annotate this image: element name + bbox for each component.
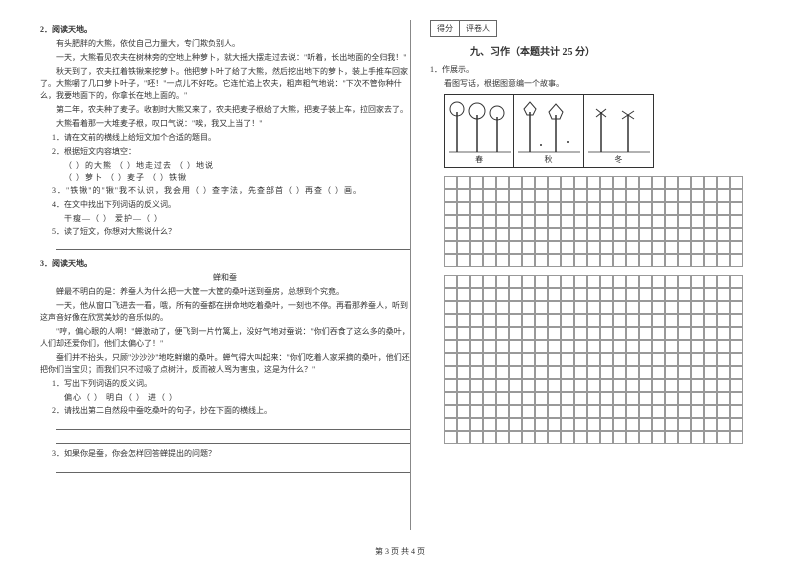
picture-winter: 冬: [584, 95, 653, 167]
q2-sub5: 5．读了短文，你想对大熊说什么？: [52, 226, 410, 239]
q2-sub3: 3．"铁锹"的"锹"我不认识，我会用（ ）查字法，先查部首（ ）再查（ ）画。: [52, 185, 410, 198]
q3-p2: 一天，他从窗口飞进去一看，哦，所有的蚕都在拼命地吃着桑叶，一刻也不停。再看那养蚕…: [40, 300, 410, 324]
marker-label: 评卷人: [460, 20, 497, 37]
q3-sub1: 1．写出下列词语的反义词。: [52, 378, 410, 391]
q3-sub2: 2．请找出第二自然段中蚕吃桑叶的句子，抄在下面的横线上。: [52, 405, 410, 418]
q1-label: 1．作展示。: [430, 64, 760, 76]
q3-number: 3．阅读天地。: [40, 258, 410, 269]
q3-p3: "哼，偏心眼的人啊！"蝉激动了，便飞到一片竹篱上，没好气地对蚕说："你们吞食了这…: [40, 326, 410, 350]
picture-autumn: 秋: [514, 95, 583, 167]
score-box: 得分 评卷人: [430, 20, 760, 37]
q2-sub4: 4．在文中找出下列词语的反义词。: [52, 199, 410, 212]
q3-sub1a: 偏心（ ） 明白（ ） 进（ ）: [64, 392, 410, 405]
q3-p4: 蚕们并不抬头，只顾"沙沙沙"地吃鲜嫩的桑叶。蝉气得大叫起来："你们吃着人家采摘的…: [40, 352, 410, 376]
q3-p1: 蝉最不明白的是：养蚕人为什么把一大筐一大筐的桑叶送到蚕房，总想到个究竟。: [40, 286, 410, 298]
q2-sub1: 1．请在文前的横线上给短文加个合适的题目。: [52, 132, 410, 145]
column-divider: [410, 20, 411, 530]
picture-spring: 春: [445, 95, 514, 167]
right-column: 得分 评卷人 九、习作（本题共计 25 分） 1．作展示。 看图写话，根据图意编…: [430, 20, 760, 530]
section-9-header: 九、习作（本题共计 25 分）: [470, 43, 760, 58]
q3-title: 蝉和蚕: [40, 272, 410, 283]
answer-line: [56, 463, 410, 473]
q1-sub: 看图写话，根据图意编一个故事。: [444, 78, 760, 90]
q2-sub2: 2．根据短文内容填空：: [52, 146, 410, 159]
q2-number: 2．阅读天地。: [40, 24, 410, 35]
q2-p3: 秋天到了，农夫扛着铁锹来挖萝卜。他把萝卜叶了给了大熊，然后挖出地下的萝卜，装上手…: [40, 66, 410, 102]
q2-p2: 一天，大熊看见农夫在树林旁的空地上种萝卜，就大摇大摆走过去说："听着，长出地面的…: [40, 52, 410, 64]
picture-row: 春 秋: [444, 94, 654, 168]
q2-sub2a: （ ）的大熊 （ ）地走过去 （ ）地说: [64, 160, 410, 173]
answer-line: [56, 434, 410, 444]
writing-grid: [444, 176, 760, 444]
q3-sub3: 3．如果你是蚕，你会怎样回答蝉提出的问题？: [52, 448, 410, 461]
q2-sub4a: 干瘦—（ ） 爱护—（ ）: [64, 213, 410, 226]
answer-line: [56, 240, 410, 250]
left-column: 2．阅读天地。 有头肥胖的大熊，依仗自己力量大，专门欺负别人。 一天，大熊看见农…: [40, 20, 410, 530]
q2-p5: 大熊看着那一大堆麦子根，叹口气说："唉，我又上当了！": [40, 118, 410, 130]
page-footer: 第 3 页 共 4 页: [0, 546, 800, 557]
q2-p1: 有头肥胖的大熊，依仗自己力量大，专门欺负别人。: [40, 38, 410, 50]
score-label: 得分: [430, 20, 460, 37]
answer-line: [56, 420, 410, 430]
q2-sub2b: （ ）萝卜 （ ）麦子 （ ）铁锹: [64, 172, 410, 185]
q2-p4: 第二年，农夫种了麦子。收割时大熊又来了，农夫把麦子根给了大熊，把麦子装上车，拉回…: [40, 104, 410, 116]
